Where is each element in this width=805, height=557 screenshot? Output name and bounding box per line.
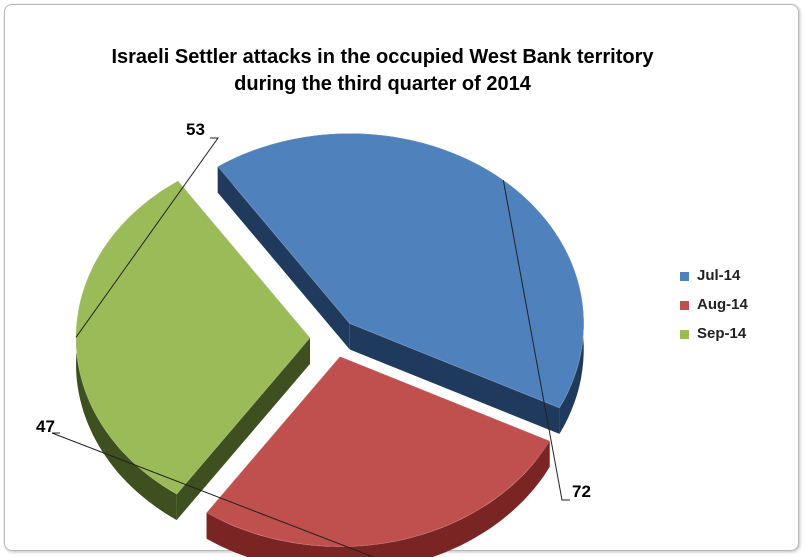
- slice-sep: [75, 180, 311, 495]
- chart-title-line-2: during the third quarter of 2014: [234, 73, 531, 95]
- data-label-sep: 53: [186, 120, 205, 139]
- legend: Jul-14 Aug-14 Sep-14: [680, 266, 790, 353]
- legend-swatch-aug: [680, 301, 689, 310]
- legend-label-aug: Aug-14: [697, 296, 748, 313]
- data-label-jul: 72: [572, 482, 591, 501]
- chart-title-line-1: Israeli Settler attacks in the occupied …: [111, 46, 654, 68]
- legend-item-aug: Aug-14: [680, 295, 790, 324]
- legend-swatch-jul: [680, 272, 689, 281]
- data-labels: 72 47 53: [36, 120, 591, 501]
- leader-line-sep: [75, 137, 219, 338]
- legend-label-sep: Sep-14: [697, 325, 747, 342]
- slice-wall-sep-0: [176, 337, 311, 521]
- chart-title: Israeli Settler attacks in the occupied …: [0, 44, 765, 98]
- legend-swatch-sep: [680, 330, 689, 339]
- leader-lines: [51, 137, 570, 557]
- legend-label-jul: Jul-14: [697, 267, 741, 284]
- slice-aug: [205, 355, 551, 548]
- slice-wall-jul-0: [217, 166, 350, 350]
- slice-tops: [75, 133, 585, 548]
- legend-item-jul: Jul-14: [680, 266, 790, 295]
- leader-line-aug: [51, 432, 375, 557]
- leader-line-jul: [502, 180, 570, 501]
- slice-side-aug: [206, 441, 550, 557]
- data-label-aug: 47: [36, 417, 55, 436]
- slice-wall-jul-1: [349, 323, 560, 434]
- legend-item-sep: Sep-14: [680, 324, 790, 353]
